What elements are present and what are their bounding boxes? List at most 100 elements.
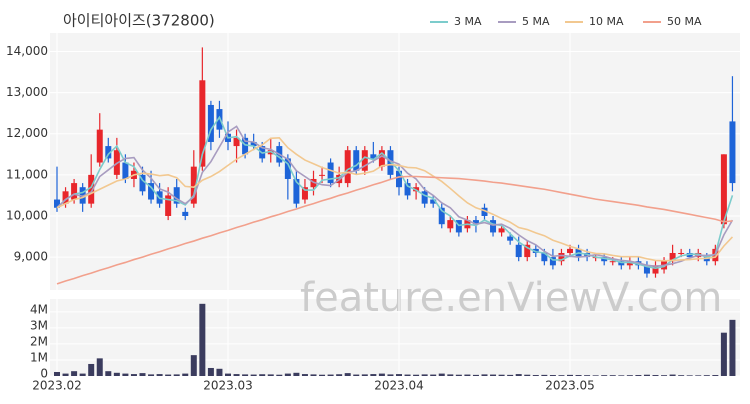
candle-body bbox=[182, 211, 189, 216]
volume-bar bbox=[515, 374, 522, 376]
volume-bar bbox=[695, 375, 702, 376]
volume-bar bbox=[626, 375, 633, 376]
candle-body bbox=[319, 174, 326, 176]
volume-bar bbox=[259, 374, 266, 376]
volume-bar bbox=[62, 373, 69, 376]
volume-tick-label: 1M bbox=[30, 350, 48, 364]
volume-bar bbox=[549, 375, 556, 376]
volume-bar bbox=[618, 375, 625, 376]
volume-bar bbox=[310, 374, 317, 376]
candle-body bbox=[404, 183, 411, 196]
volume-bar bbox=[609, 375, 616, 376]
volume-bar bbox=[182, 373, 189, 376]
candle-body bbox=[361, 150, 368, 171]
volume-bar bbox=[558, 375, 565, 376]
volume-bar bbox=[225, 373, 231, 376]
volume-bar bbox=[524, 374, 531, 376]
y-tick-label: 14,000 bbox=[6, 44, 48, 58]
volume-bar bbox=[353, 374, 360, 376]
price-panel bbox=[50, 33, 740, 290]
candle-body bbox=[686, 252, 693, 258]
candle-body bbox=[729, 121, 736, 184]
candle-body bbox=[387, 150, 394, 175]
volume-bar bbox=[430, 374, 437, 376]
volume-bar bbox=[438, 373, 445, 376]
candle-body bbox=[601, 257, 608, 262]
volume-bar bbox=[276, 374, 283, 376]
volume-tick-label: 2M bbox=[30, 334, 48, 348]
volume-bar bbox=[361, 374, 368, 376]
volume-bar bbox=[71, 371, 78, 376]
volume-bar bbox=[584, 375, 591, 376]
volume-bar bbox=[575, 375, 582, 376]
legend-label: 5 MA bbox=[522, 15, 550, 28]
volume-bar bbox=[472, 374, 479, 376]
volume-bar bbox=[413, 374, 420, 376]
candle-body bbox=[447, 220, 454, 229]
volume-bar bbox=[455, 374, 462, 376]
candle-body bbox=[558, 252, 565, 262]
y-tick-label: 11,000 bbox=[6, 167, 48, 181]
volume-bar bbox=[601, 375, 608, 376]
watermark: feature.enViewV.com bbox=[300, 275, 722, 321]
candle-body bbox=[678, 252, 685, 254]
candle-body bbox=[703, 257, 710, 262]
volume-tick-label: 0 bbox=[40, 367, 48, 381]
y-tick-label: 9,000 bbox=[14, 250, 48, 264]
volume-bar bbox=[378, 373, 385, 376]
volume-bar bbox=[532, 375, 539, 376]
volume-bar bbox=[370, 374, 377, 376]
x-tick-label: 2023.02 bbox=[32, 379, 82, 393]
y-tick-label: 12,000 bbox=[6, 126, 48, 140]
candle-body bbox=[148, 183, 155, 200]
volume-bar bbox=[207, 367, 214, 376]
volume-bar bbox=[327, 374, 334, 376]
candle-body bbox=[293, 178, 300, 204]
candle-body bbox=[541, 252, 548, 262]
volume-bar bbox=[635, 375, 642, 376]
volume-bar bbox=[79, 373, 86, 376]
candle-body bbox=[233, 137, 240, 147]
candle-body bbox=[626, 261, 633, 266]
volume-bar bbox=[387, 374, 394, 376]
candle-body bbox=[173, 187, 180, 204]
y-tick-label: 13,000 bbox=[6, 85, 48, 99]
volume-bar bbox=[293, 372, 300, 376]
volume-bar bbox=[720, 332, 727, 376]
volume-bar bbox=[105, 371, 112, 376]
volume-bar bbox=[233, 374, 240, 376]
x-tick-label: 2023.04 bbox=[374, 379, 424, 393]
volume-bar bbox=[703, 375, 710, 376]
candle-body bbox=[250, 141, 257, 147]
volume-bar bbox=[250, 374, 257, 376]
candle-body bbox=[498, 228, 505, 233]
candle-body bbox=[165, 195, 172, 216]
volume-bar bbox=[54, 371, 60, 376]
candle-body bbox=[71, 183, 78, 200]
candle-body bbox=[301, 187, 308, 200]
volume-bar bbox=[199, 303, 206, 376]
volume-bar bbox=[396, 374, 402, 376]
volume-bar bbox=[242, 374, 249, 376]
candle-body bbox=[481, 207, 488, 216]
candle-body bbox=[515, 244, 522, 258]
candle-body bbox=[190, 166, 197, 204]
candle-body bbox=[421, 191, 428, 204]
candle-body bbox=[62, 191, 69, 204]
volume-bar bbox=[541, 374, 548, 376]
candle-body bbox=[490, 220, 497, 233]
candle-body bbox=[88, 174, 95, 204]
candle-body bbox=[54, 199, 60, 208]
volume-bar bbox=[567, 374, 573, 376]
volume-bar bbox=[301, 374, 308, 376]
volume-bar bbox=[507, 374, 514, 376]
ma-line bbox=[56, 125, 734, 267]
candle-body bbox=[344, 150, 351, 184]
candle-body bbox=[105, 146, 112, 159]
candle-body bbox=[242, 137, 249, 155]
candle-body bbox=[549, 257, 556, 266]
candle-body bbox=[284, 158, 291, 179]
y-tick-label: 10,000 bbox=[6, 208, 48, 222]
volume-bar bbox=[712, 375, 719, 376]
volume-bar bbox=[130, 374, 137, 376]
